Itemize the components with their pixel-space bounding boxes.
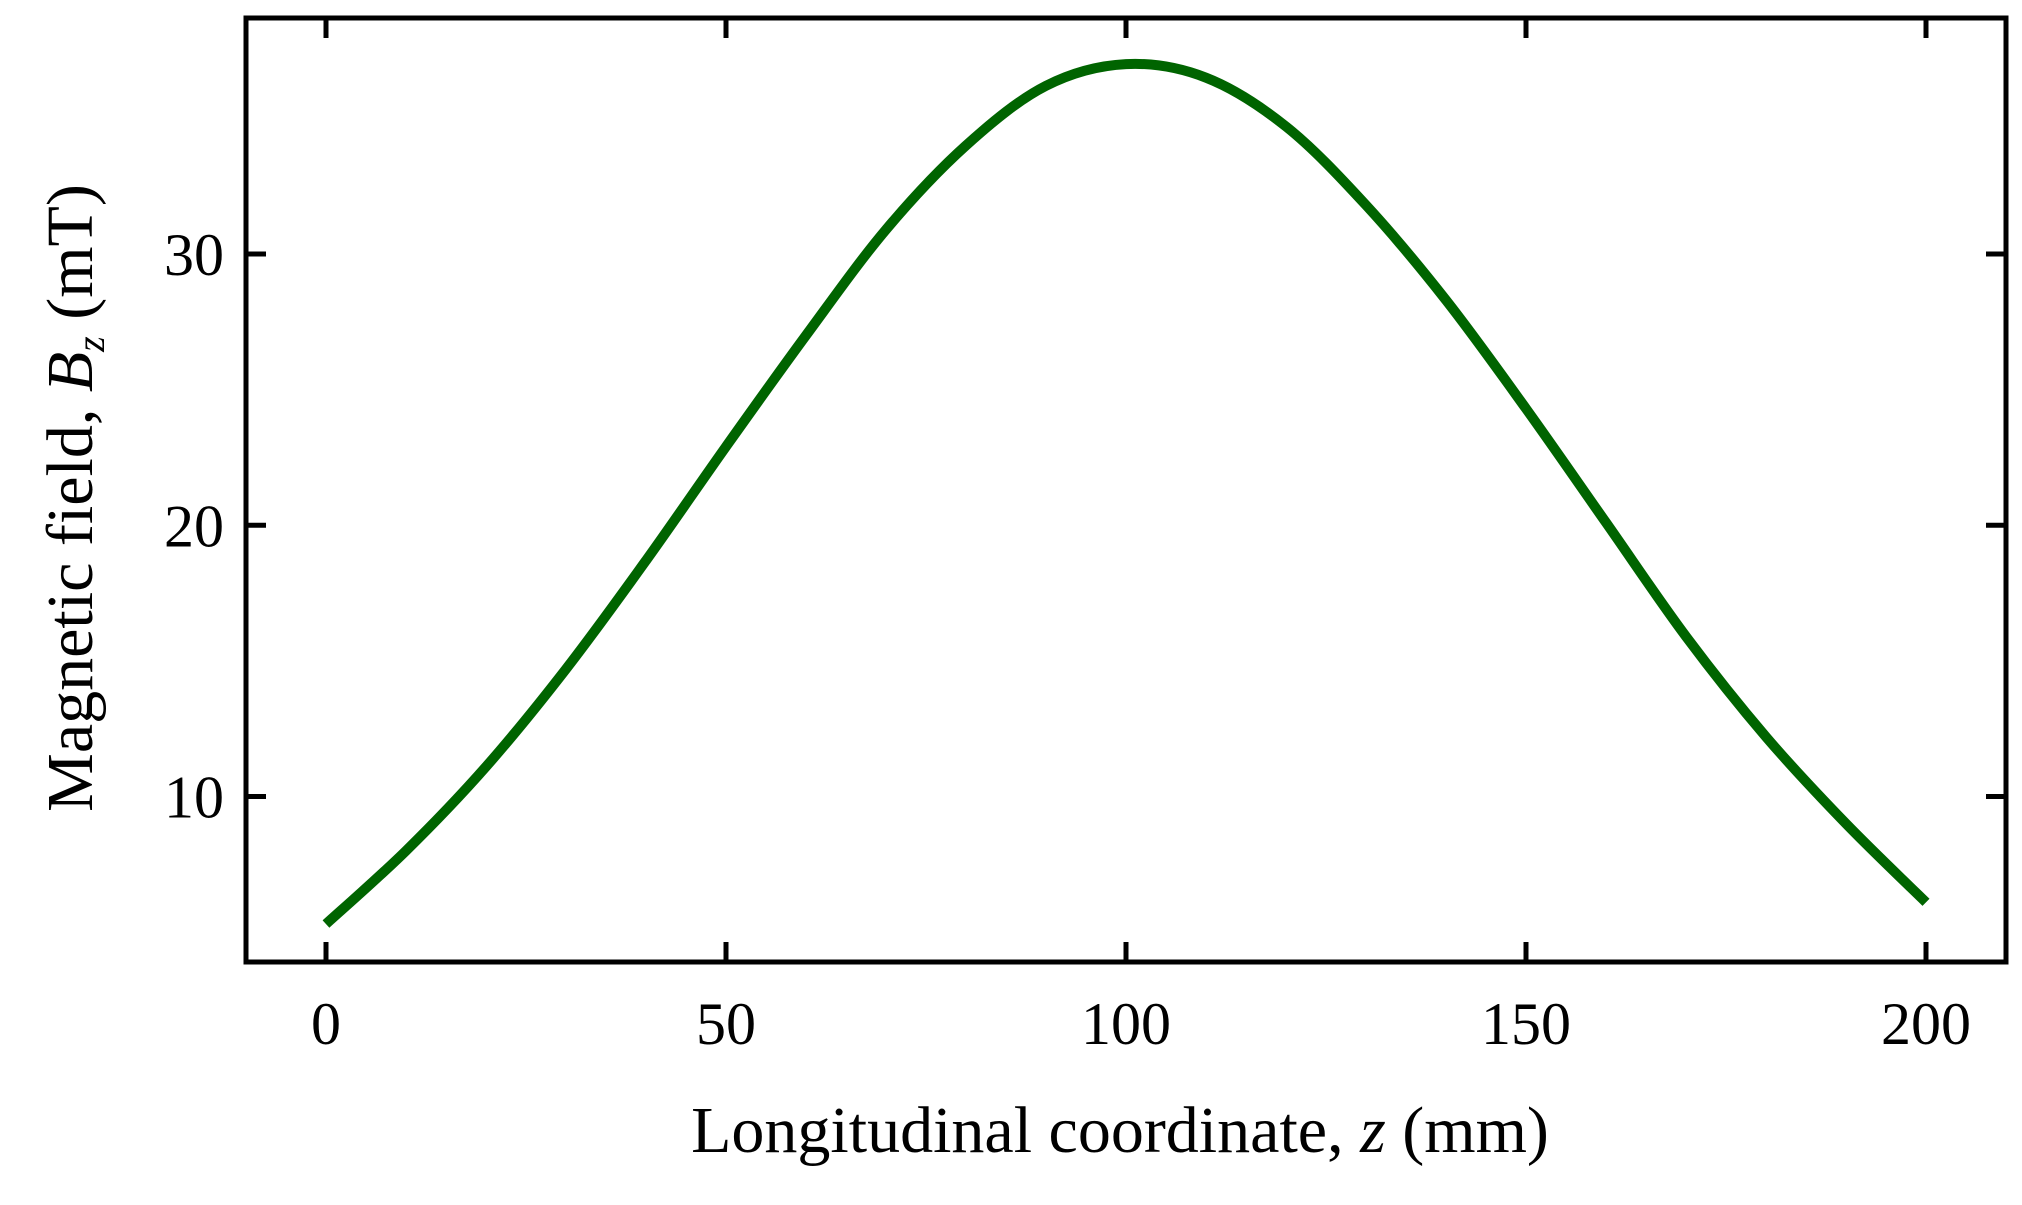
x-axis-label-suffix: (mm): [1386, 1094, 1549, 1167]
x-axis-label-variable: z: [1359, 1094, 1386, 1167]
y-axis-label: Magnetic field, Bz (mT): [34, 184, 113, 812]
y-axis-label-subscript: z: [68, 336, 113, 353]
y-axis-label-prefix: Magnetic field,: [34, 392, 107, 812]
x-tick-label: 200: [1881, 991, 1971, 1057]
y-axis-label-suffix: (mT): [34, 184, 107, 336]
plot-content: [322, 58, 1930, 928]
plot-frame: [243, 15, 2009, 965]
y-tick-label: 10: [164, 765, 224, 831]
y-tick-label: 30: [164, 222, 224, 288]
y-axis-label-variable: B: [34, 352, 107, 392]
tick-labels: 0 50 100 150 200 10 20 30: [164, 222, 1971, 1057]
x-tick-label: 0: [311, 991, 341, 1057]
series-line: [322, 58, 1930, 928]
x-tick-label: 150: [1481, 991, 1571, 1057]
x-tick-label: 50: [696, 991, 756, 1057]
y-tick-label: 20: [164, 493, 224, 559]
x-axis-label-prefix: Longitudinal coordinate,: [691, 1094, 1360, 1167]
x-tick-label: 100: [1081, 991, 1171, 1057]
x-axis-label: Longitudinal coordinate, z (mm): [691, 1094, 1549, 1167]
ticks-layer: [246, 18, 2006, 962]
